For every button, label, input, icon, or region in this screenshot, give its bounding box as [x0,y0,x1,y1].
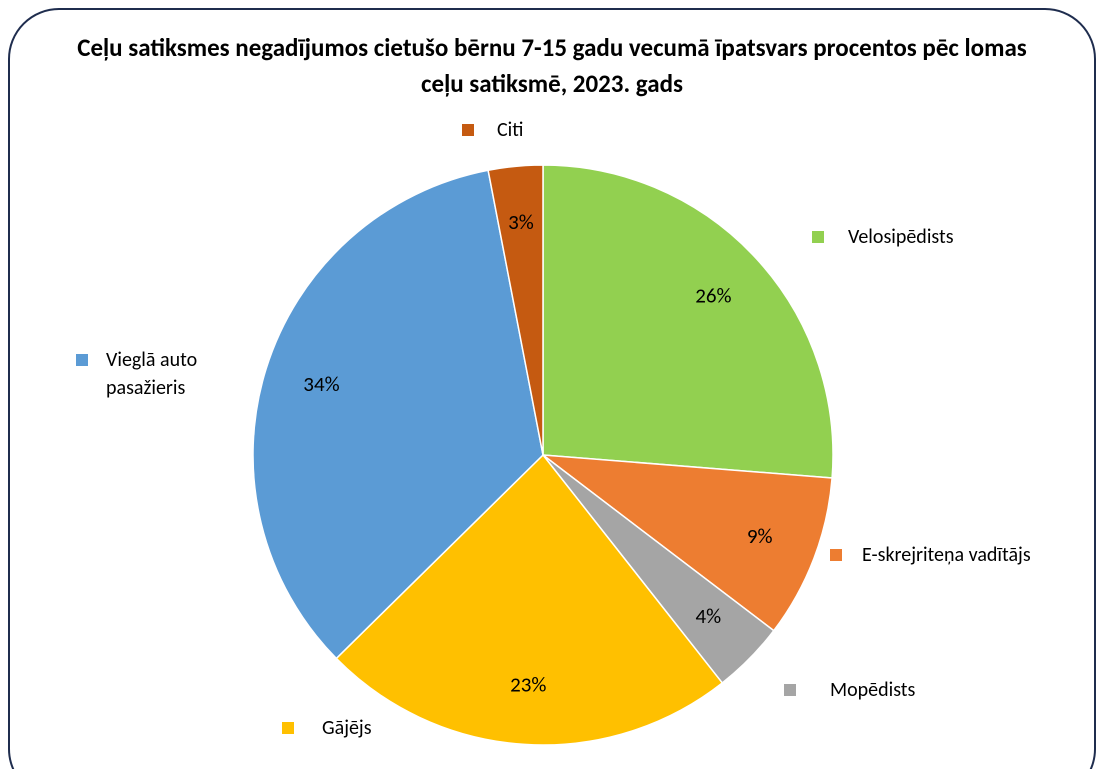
legend-label: Citi [497,118,524,142]
data-label: 3% [508,209,534,235]
legend-label: Mopēdists [830,678,916,702]
legend-swatch [830,549,842,561]
legend-swatch [784,684,796,696]
pie-slice [542,164,834,479]
data-label: 34% [303,371,339,397]
legend-swatch [76,354,88,366]
legend-label: Velosipēdists [848,225,954,249]
legend-swatch [462,124,474,136]
legend-label: Vieglā auto pasažieris [106,348,198,400]
pie-slice [487,164,544,456]
legend-swatch [282,722,294,734]
legend-label: E-skrejriteņa vadītājs [862,543,1031,567]
pie-slice [335,453,724,746]
data-label: 26% [695,283,731,309]
legend-swatch [812,231,824,243]
legend-label: Gājējs [322,716,372,740]
data-label: 4% [696,603,722,629]
chart-title: Ceļu satiksmes negadījumos cietušo bērnu… [77,32,1027,99]
data-label: 23% [510,672,546,698]
data-label: 9% [747,523,773,549]
pie-slice [540,454,833,632]
pie-slice [252,169,544,660]
